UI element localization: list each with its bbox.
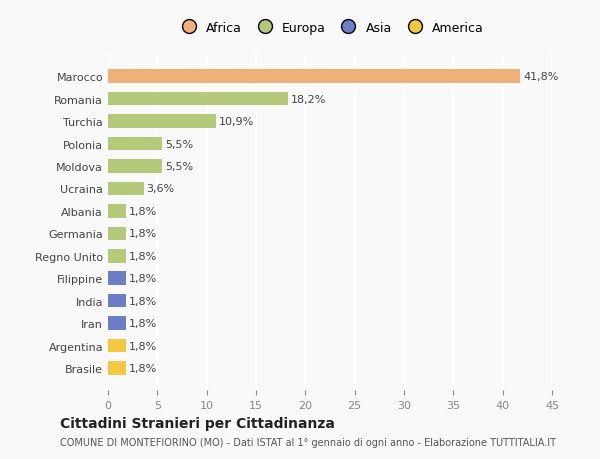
Text: 1,8%: 1,8% bbox=[129, 341, 157, 351]
Text: 5,5%: 5,5% bbox=[165, 139, 193, 149]
Bar bbox=[108, 250, 126, 263]
Bar bbox=[108, 138, 162, 151]
Bar bbox=[108, 272, 126, 285]
Text: 1,8%: 1,8% bbox=[129, 207, 157, 216]
Bar bbox=[108, 227, 126, 241]
Text: 5,5%: 5,5% bbox=[165, 162, 193, 172]
Bar bbox=[108, 294, 126, 308]
Bar bbox=[108, 317, 126, 330]
Text: 1,8%: 1,8% bbox=[129, 363, 157, 373]
Bar bbox=[108, 339, 126, 353]
Bar bbox=[108, 182, 143, 196]
Bar bbox=[108, 70, 520, 84]
Text: 1,8%: 1,8% bbox=[129, 274, 157, 284]
Bar bbox=[108, 93, 287, 106]
Text: 3,6%: 3,6% bbox=[146, 184, 175, 194]
Bar bbox=[108, 205, 126, 218]
Bar bbox=[108, 362, 126, 375]
Legend: Africa, Europa, Asia, America: Africa, Europa, Asia, America bbox=[172, 18, 488, 38]
Text: 1,8%: 1,8% bbox=[129, 229, 157, 239]
Text: 1,8%: 1,8% bbox=[129, 251, 157, 261]
Text: 10,9%: 10,9% bbox=[218, 117, 254, 127]
Text: 1,8%: 1,8% bbox=[129, 319, 157, 328]
Bar bbox=[108, 160, 162, 174]
Bar bbox=[108, 115, 215, 129]
Text: 41,8%: 41,8% bbox=[523, 72, 559, 82]
Text: Cittadini Stranieri per Cittadinanza: Cittadini Stranieri per Cittadinanza bbox=[60, 416, 335, 430]
Text: COMUNE DI MONTEFIORINO (MO) - Dati ISTAT al 1° gennaio di ogni anno - Elaborazio: COMUNE DI MONTEFIORINO (MO) - Dati ISTAT… bbox=[60, 437, 556, 447]
Text: 18,2%: 18,2% bbox=[290, 95, 326, 104]
Text: 1,8%: 1,8% bbox=[129, 296, 157, 306]
